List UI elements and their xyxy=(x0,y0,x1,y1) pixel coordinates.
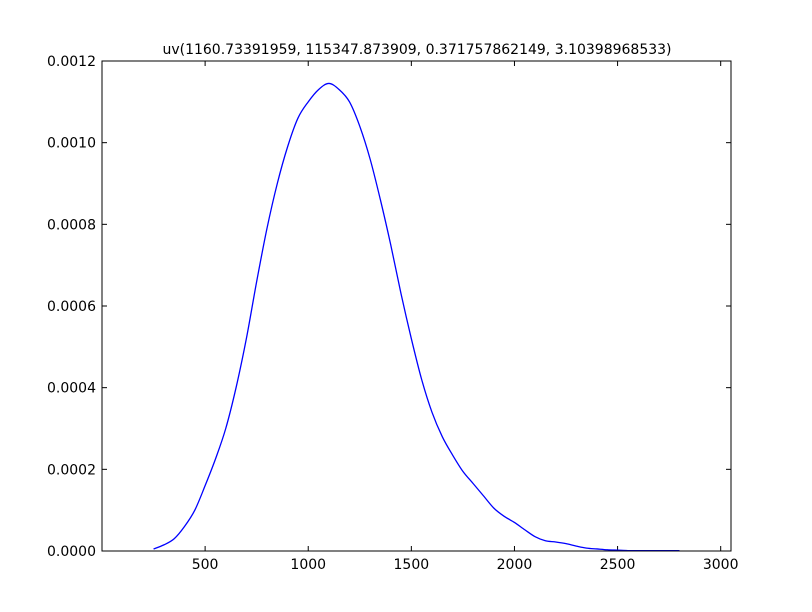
x-tick-label: 1000 xyxy=(290,557,326,573)
y-tick-label: 0.0008 xyxy=(47,217,96,233)
x-tick-label: 2000 xyxy=(497,557,533,573)
x-tick-label: 1500 xyxy=(394,557,430,573)
y-tick-label: 0.0000 xyxy=(47,544,96,560)
series-layer xyxy=(153,82,680,552)
y-tick-label: 0.0006 xyxy=(47,299,96,315)
chart-title: uv(1160.73391959, 115347.873909, 0.37175… xyxy=(162,42,671,58)
series-line xyxy=(153,82,680,552)
y-tick-label: 0.0010 xyxy=(47,136,96,152)
x-tick-label: 500 xyxy=(192,557,219,573)
x-tick-label: 2500 xyxy=(600,557,636,573)
ticks-layer: 500 1000 1500 2000 2500 3000 0.0000 0.0002 0.000… xyxy=(47,54,739,573)
y-tick-label: 0.0002 xyxy=(47,462,96,478)
plot-area xyxy=(101,60,732,552)
x-tick-label: 3000 xyxy=(703,557,739,573)
y-tick-label: 0.0004 xyxy=(47,381,96,397)
y-tick-label: 0.0012 xyxy=(47,54,96,70)
